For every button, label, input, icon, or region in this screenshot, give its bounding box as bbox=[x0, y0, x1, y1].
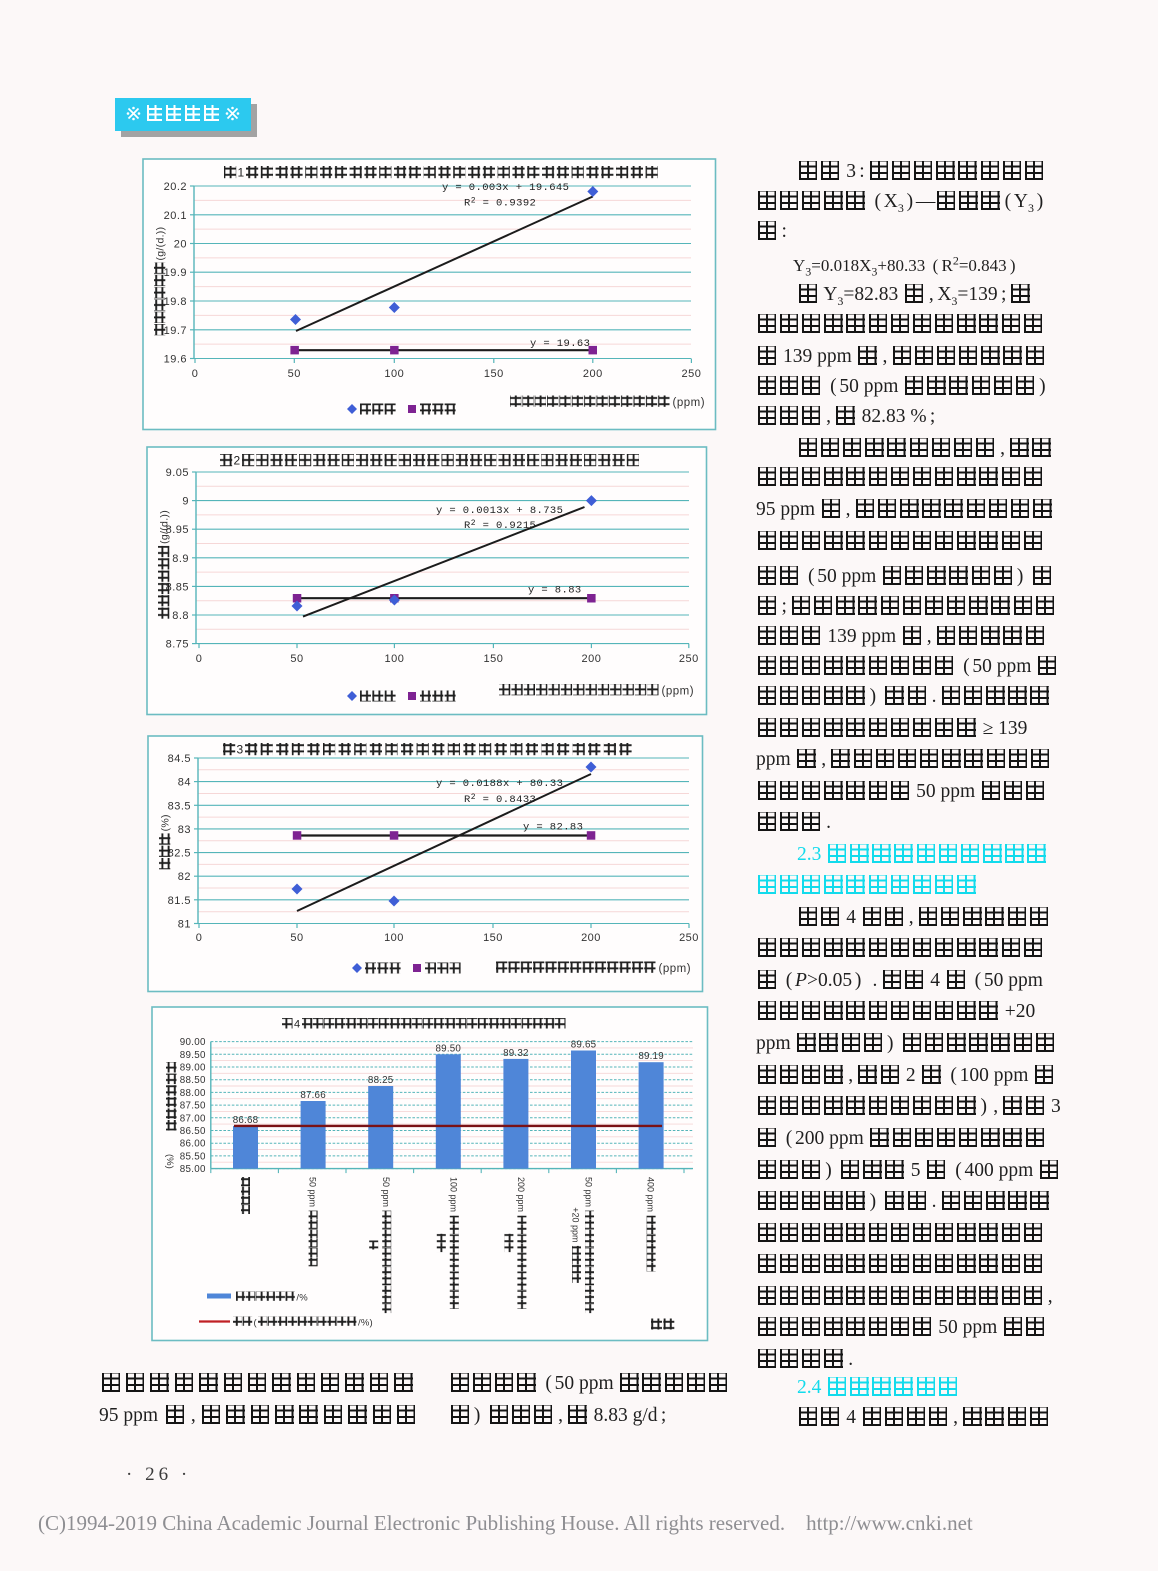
svg-text:19.9: 19.9 bbox=[164, 267, 187, 279]
svg-text:84: 84 bbox=[178, 777, 191, 789]
svg-text:86.50: 86.50 bbox=[180, 1126, 206, 1137]
svg-text:8.8: 8.8 bbox=[172, 610, 189, 622]
svg-text:89.00: 89.00 bbox=[180, 1063, 206, 1074]
svg-text:(ppm): (ppm) bbox=[673, 397, 706, 409]
svg-text:3: 3 bbox=[237, 743, 244, 757]
svg-text:250: 250 bbox=[679, 932, 699, 944]
svg-text:50 ppm: 50 ppm bbox=[307, 1177, 317, 1207]
svg-text:50: 50 bbox=[288, 368, 301, 380]
svg-text:87.66: 87.66 bbox=[300, 1090, 326, 1101]
svg-text:400 ppm: 400 ppm bbox=[645, 1177, 655, 1212]
svg-text:8.75: 8.75 bbox=[166, 639, 189, 651]
svg-text:100 ppm: 100 ppm bbox=[449, 1177, 459, 1212]
svg-text:81: 81 bbox=[178, 919, 191, 931]
svg-text:88.25: 88.25 bbox=[368, 1075, 394, 1086]
svg-text:y = 82.83: y = 82.83 bbox=[523, 822, 583, 834]
svg-text:87.50: 87.50 bbox=[180, 1101, 206, 1112]
svg-text:100: 100 bbox=[384, 932, 404, 944]
svg-text:8.85: 8.85 bbox=[166, 581, 189, 593]
svg-text:85.00: 85.00 bbox=[180, 1164, 206, 1175]
svg-text:83.5: 83.5 bbox=[168, 800, 191, 812]
svg-text:84.5: 84.5 bbox=[168, 753, 191, 765]
svg-text:200: 200 bbox=[581, 932, 601, 944]
svg-text:9: 9 bbox=[182, 496, 189, 508]
svg-text:50: 50 bbox=[290, 653, 303, 665]
svg-text:100: 100 bbox=[384, 653, 404, 665]
svg-text:R2 = 0.9215: R2 = 0.9215 bbox=[464, 519, 536, 532]
svg-text:87.00: 87.00 bbox=[180, 1113, 206, 1124]
svg-text:y = 0.0013x + 8.735: y = 0.0013x + 8.735 bbox=[436, 505, 563, 517]
svg-text:(g/(d.)): (g/(d.)) bbox=[158, 510, 170, 544]
svg-text:8.9: 8.9 bbox=[172, 553, 189, 565]
svg-text:(: ( bbox=[254, 1318, 258, 1329]
svg-text:82.5: 82.5 bbox=[168, 848, 191, 860]
svg-text:(ppm): (ppm) bbox=[662, 686, 695, 698]
svg-text:20.2: 20.2 bbox=[164, 181, 187, 193]
svg-text:y = 8.83: y = 8.83 bbox=[528, 585, 582, 597]
svg-text:(ppm): (ppm) bbox=[659, 963, 692, 975]
svg-text:R2 = 0.9392: R2 = 0.9392 bbox=[464, 197, 536, 210]
svg-text:0: 0 bbox=[192, 368, 199, 380]
svg-text:250: 250 bbox=[679, 653, 699, 665]
svg-text:2: 2 bbox=[234, 454, 241, 468]
svg-text:86.00: 86.00 bbox=[180, 1139, 206, 1150]
svg-text:200: 200 bbox=[583, 368, 603, 380]
svg-text:20: 20 bbox=[174, 239, 187, 251]
svg-text:100: 100 bbox=[384, 368, 404, 380]
svg-text:50 ppm: 50 ppm bbox=[584, 1177, 594, 1207]
svg-text:8.95: 8.95 bbox=[166, 524, 189, 536]
svg-text:150: 150 bbox=[484, 368, 504, 380]
svg-text:150: 150 bbox=[483, 932, 503, 944]
svg-text:85.50: 85.50 bbox=[180, 1151, 206, 1162]
svg-text:89.50: 89.50 bbox=[180, 1050, 206, 1061]
svg-text:89.32: 89.32 bbox=[503, 1048, 529, 1059]
svg-text:50: 50 bbox=[290, 932, 303, 944]
svg-text:20.1: 20.1 bbox=[164, 210, 187, 222]
svg-text:1: 1 bbox=[238, 166, 245, 180]
svg-text:150: 150 bbox=[483, 653, 503, 665]
svg-text:0: 0 bbox=[196, 932, 203, 944]
svg-text:(g/(d.)): (g/(d.)) bbox=[154, 227, 166, 261]
svg-text:(%): (%) bbox=[159, 814, 171, 831]
svg-text:200 ppm: 200 ppm bbox=[516, 1177, 526, 1212]
svg-text:(%): (%) bbox=[164, 1154, 175, 1169]
svg-text:200: 200 bbox=[581, 653, 601, 665]
svg-text:19.6: 19.6 bbox=[164, 354, 187, 366]
svg-text:90.00: 90.00 bbox=[180, 1037, 206, 1048]
svg-text:50 ppm: 50 ppm bbox=[381, 1177, 391, 1207]
svg-text:83: 83 bbox=[178, 824, 191, 836]
svg-text:19.7: 19.7 bbox=[164, 325, 187, 337]
svg-text:/%: /% bbox=[296, 1293, 308, 1304]
svg-text:86.68: 86.68 bbox=[233, 1115, 259, 1126]
svg-text:+20 ppm: +20 ppm bbox=[571, 1207, 581, 1242]
svg-text:19.8: 19.8 bbox=[164, 296, 187, 308]
svg-text:0: 0 bbox=[196, 653, 203, 665]
svg-text:89.50: 89.50 bbox=[436, 1043, 462, 1054]
svg-text:/%): /%) bbox=[358, 1318, 373, 1329]
svg-text:81.5: 81.5 bbox=[168, 895, 191, 907]
svg-text:R2 = 0.8433: R2 = 0.8433 bbox=[464, 793, 536, 806]
svg-text:88.00: 88.00 bbox=[180, 1088, 206, 1099]
svg-text:89.19: 89.19 bbox=[638, 1051, 664, 1062]
svg-text:9.05: 9.05 bbox=[166, 467, 189, 479]
svg-text:y = 0.003x + 19.645: y = 0.003x + 19.645 bbox=[442, 182, 569, 194]
svg-text:89.65: 89.65 bbox=[571, 1040, 597, 1051]
svg-text:y = 0.0188x + 80.33: y = 0.0188x + 80.33 bbox=[436, 778, 563, 790]
svg-text:y = 19.63: y = 19.63 bbox=[530, 338, 590, 350]
svg-text:4: 4 bbox=[294, 1019, 300, 1031]
svg-text:250: 250 bbox=[681, 368, 701, 380]
svg-text:88.50: 88.50 bbox=[180, 1075, 206, 1086]
svg-text:82: 82 bbox=[178, 871, 191, 883]
